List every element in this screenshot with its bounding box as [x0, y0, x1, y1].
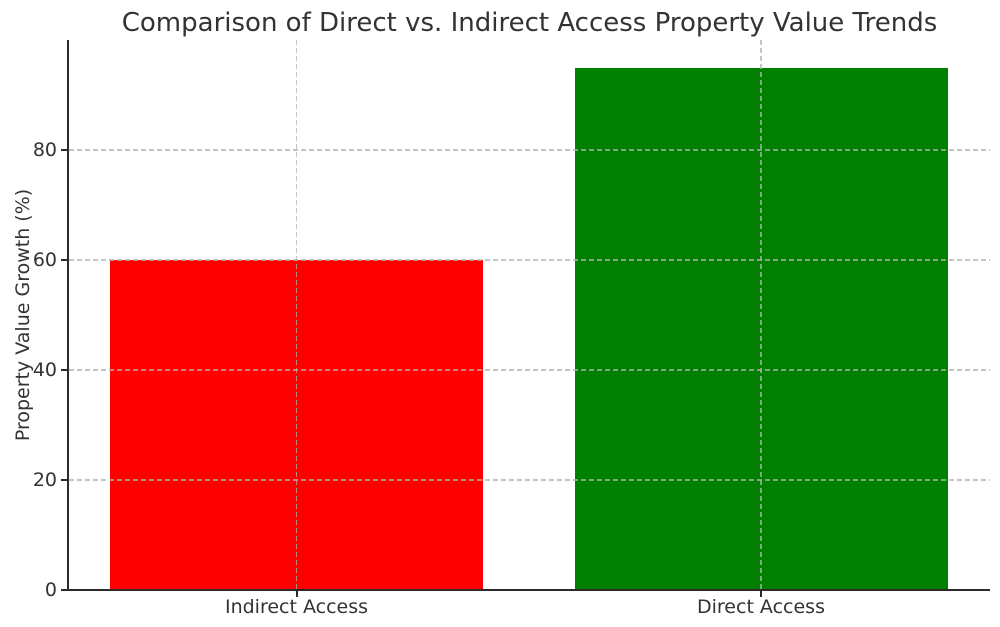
y-tick-80 [61, 149, 69, 151]
x-tick-indirect-access [295, 591, 298, 597]
y-tick-60 [61, 259, 69, 261]
plot-area [69, 40, 990, 590]
x-tick-label-indirect-access: Indirect Access [224, 596, 369, 618]
grid-line-v-direct-access [760, 40, 762, 590]
y-tick-20 [61, 479, 69, 481]
grid-line-h-20 [69, 479, 990, 481]
x-tick-direct-access [760, 591, 762, 597]
y-tick-label-80: 80 [32, 139, 57, 161]
grid-line-h-60 [69, 259, 990, 261]
grid-line-v-indirect-access [295, 40, 298, 590]
x-tick-label-direct-access: Direct Access [697, 596, 825, 618]
y-tick-40 [61, 369, 69, 371]
grid-line-h-80 [69, 149, 990, 151]
y-tick-label-40: 40 [32, 359, 57, 381]
y-axis-spine [67, 40, 69, 591]
y-tick-label-20: 20 [32, 469, 57, 491]
y-tick-label-60: 60 [32, 249, 57, 271]
grid-line-h-40 [69, 369, 990, 371]
y-tick-label-0: 0 [44, 579, 57, 601]
chart-title: Comparison of Direct vs. Indirect Access… [121, 8, 938, 38]
y-tick-0 [61, 589, 69, 591]
y-axis-label: Property Value Growth (%) [12, 188, 34, 442]
x-axis-spine [67, 589, 990, 591]
